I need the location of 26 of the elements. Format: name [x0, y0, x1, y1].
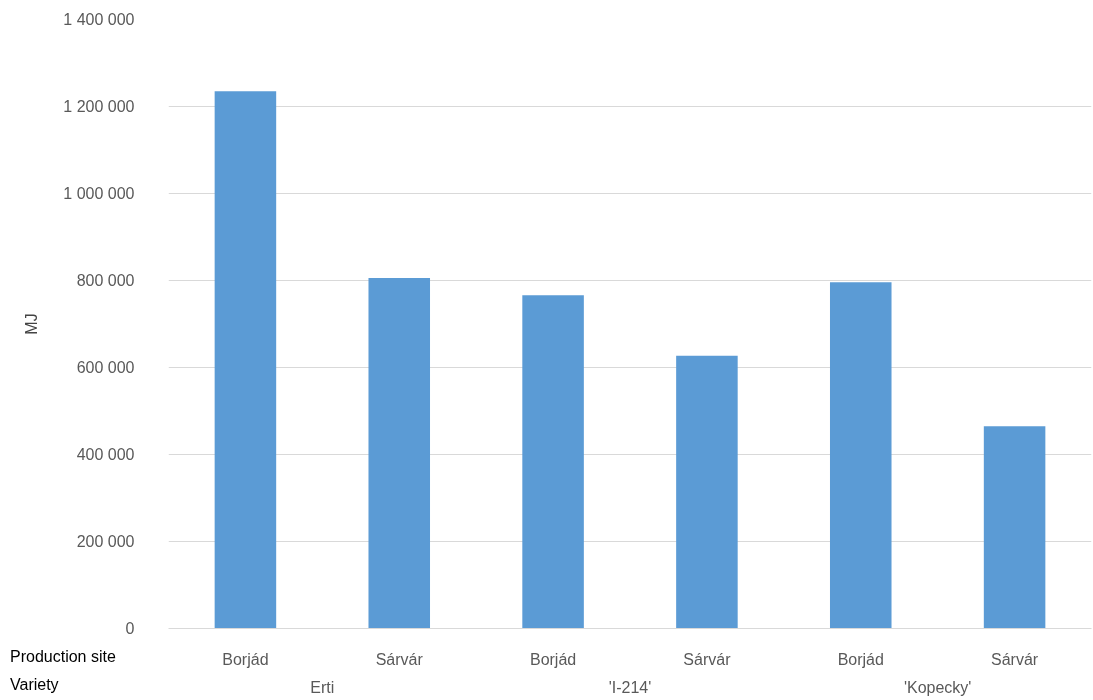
bar [522, 295, 584, 629]
category-label: Borjád [529, 650, 577, 668]
y-axis-title: MJ [23, 313, 41, 335]
category-label: Sárvár [683, 650, 731, 668]
y-tick-label: 1 000 000 [63, 185, 135, 202]
category-label: Erti [310, 678, 335, 696]
category-label: Borjád [837, 650, 884, 668]
category-label: Sárvár [375, 650, 423, 668]
bar [983, 426, 1046, 629]
y-tick-label: 400 000 [76, 446, 135, 463]
category-label: Borjád [222, 650, 269, 668]
y-tick-label: 200 000 [76, 533, 135, 550]
y-tick-label: 600 000 [76, 359, 135, 376]
text: Production site [10, 647, 116, 667]
y-tick-label: 1 200 000 [63, 98, 135, 115]
text: Variety [10, 675, 59, 695]
category-label: 'Kopecky' [903, 678, 972, 696]
bar [829, 282, 892, 629]
category-label: Sárvár [991, 650, 1039, 668]
y-tick-label: 800 000 [76, 272, 135, 289]
bar [214, 91, 277, 629]
category-label: 'I-214' [608, 678, 652, 696]
bar [368, 277, 431, 629]
bar [676, 355, 738, 629]
y-tick-label: 0 [125, 620, 135, 637]
y-tick-label: 1 400 000 [63, 11, 135, 28]
